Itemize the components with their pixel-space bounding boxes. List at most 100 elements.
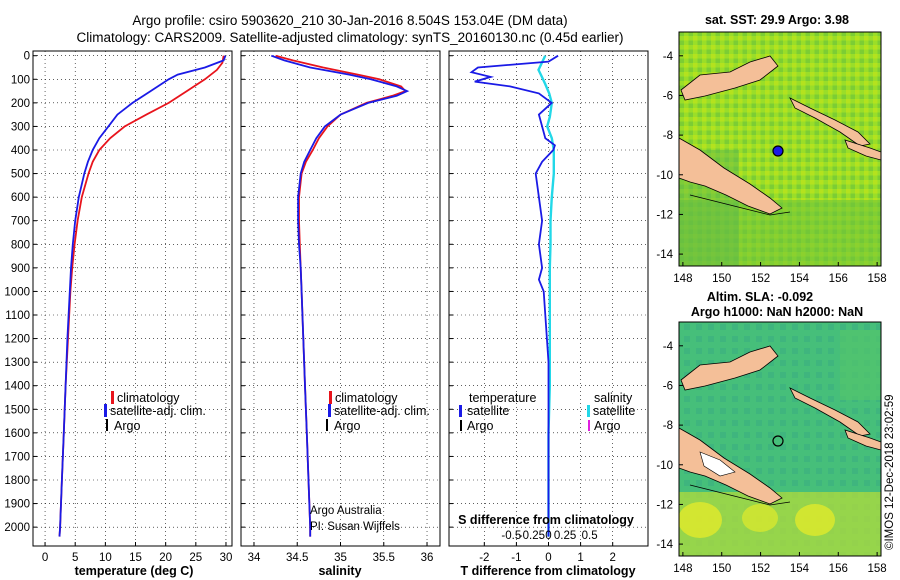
legend-heading-salinity: salinity xyxy=(594,391,633,405)
depth-tick-label: 1200 xyxy=(4,334,30,346)
map-y-tick-label: -4 xyxy=(663,51,674,63)
x-tick-label: 0 xyxy=(545,552,551,564)
legend-swatch-s-satellite xyxy=(587,405,590,417)
legend-swatch-satellite xyxy=(104,404,107,417)
new-britain-land xyxy=(680,345,779,391)
bougainville-land xyxy=(789,387,871,437)
x-tick-label: 1 xyxy=(577,552,583,564)
sla-map xyxy=(679,322,881,556)
s-axis-title: S difference from climatology xyxy=(458,513,634,527)
map-x-tick-label: 148 xyxy=(673,273,692,285)
shelf-white xyxy=(699,451,736,477)
depth-tick-label: 1100 xyxy=(5,310,30,322)
reef-outline xyxy=(689,484,791,506)
temperature-plot-frame xyxy=(32,50,233,547)
legend-swatch-argo xyxy=(326,419,328,431)
map-y-tick-label: -8 xyxy=(663,420,673,432)
legend-swatch-s-argo xyxy=(588,420,590,431)
series-salinity-satellite xyxy=(270,54,410,537)
depth-tick-label: 0 xyxy=(24,51,30,63)
depth-tick-label: 1600 xyxy=(4,428,30,440)
sla-map-title-1: Altim. SLA: -0.092 xyxy=(707,290,813,304)
depth-tick-label: 1500 xyxy=(4,404,30,416)
sla-map-axes: 148 150 152 154 156 158 -4 -6 -8 -10 -12 -14 xyxy=(656,341,886,575)
x-tick-label: 34 xyxy=(248,552,261,564)
s-tick-label: 0.5 xyxy=(582,530,598,542)
x-tick-label: 2 xyxy=(609,552,615,564)
new-britain-land xyxy=(680,55,779,101)
legend-label-s-argo: Argo xyxy=(594,419,620,433)
difference-legend: temperature satellite Argo salinity sate… xyxy=(459,391,635,433)
x-tick-label: -1 xyxy=(511,552,521,564)
depth-tick-label: 1400 xyxy=(4,381,30,393)
reef-outline xyxy=(689,194,791,216)
map-x-tick-label: 150 xyxy=(712,563,731,575)
map-x-tick-label: 152 xyxy=(751,563,770,575)
depth-tick-label: 1800 xyxy=(4,475,30,487)
legend-swatch-climatology xyxy=(329,391,332,404)
legend-label-argo: Argo xyxy=(334,419,360,433)
legend-swatch-t-argo xyxy=(460,420,462,431)
legend-label-satellite: satellite-adj. clim. xyxy=(334,404,430,418)
solomon-island-land xyxy=(844,429,881,451)
x-tick-label: 0 xyxy=(42,552,48,564)
map-y-tick-label: -6 xyxy=(663,380,673,392)
s-tick-label: 0 xyxy=(545,530,551,542)
x-tick-label: 25 xyxy=(189,552,202,564)
header-line-1: Argo profile: csiro 5903620_210 30-Jan-2… xyxy=(132,13,567,28)
depth-tick-label: 800 xyxy=(11,239,30,251)
depth-axis: 0 100 200 300 400 500 600 700 800 900 1000 1100 1200… xyxy=(4,51,453,534)
x-tick-label: 10 xyxy=(99,552,112,564)
sst-map-title: sat. SST: 29.9 Argo: 3.98 xyxy=(705,13,849,27)
series-temperature-climatology xyxy=(58,55,225,537)
salinity-legend: climatology satellite-adj. clim. Argo xyxy=(326,391,430,433)
map-y-tick-label: -6 xyxy=(663,90,673,102)
temperature-xlabel: temperature (deg C) xyxy=(75,564,194,578)
x-tick-label: -2 xyxy=(479,552,489,564)
legend-label-climatology: climatology xyxy=(117,391,180,405)
depth-tick-label: 1900 xyxy=(4,499,30,511)
depth-tick-label: 200 xyxy=(11,98,30,110)
depth-tick-label: 100 xyxy=(11,74,30,86)
depth-tick-label: 1700 xyxy=(4,451,30,463)
legend-swatch-t-satellite xyxy=(459,405,462,417)
new-guinea-land xyxy=(679,427,783,505)
credit-line-2: PI: Susan Wijffels xyxy=(310,521,400,533)
series-s-difference-satellite xyxy=(537,55,555,537)
map-y-tick-label: -14 xyxy=(656,539,673,551)
credit-line-1: Argo Australia xyxy=(310,505,382,517)
x-tick-label: 30 xyxy=(220,552,233,564)
legend-label-s-satellite: satellite xyxy=(593,404,635,418)
legend-label-t-satellite: satellite xyxy=(467,404,509,418)
s-tick-label: -0.25 xyxy=(519,530,545,542)
map-x-tick-label: 154 xyxy=(790,273,810,285)
imos-stamp: ©IMOS 12-Dec-2018 23:02:59 xyxy=(884,394,896,550)
x-axes: 0 5 10 15 20 25 30 34 34.5 35 35.5 36 -2 -1 0 1 2 xyxy=(42,542,616,564)
legend-swatch-argo xyxy=(106,419,108,431)
sst-map-axes: 148 150 152 154 156 158 -4 -6 -8 -10 -12 -14 xyxy=(656,51,886,285)
depth-tick-label: 500 xyxy=(11,169,30,181)
depth-tick-label: 700 xyxy=(11,216,30,228)
legend-label-t-argo: Argo xyxy=(467,419,493,433)
map-y-tick-label: -8 xyxy=(663,130,673,142)
map-x-tick-label: 156 xyxy=(829,563,848,575)
x-tick-label: 15 xyxy=(129,552,142,564)
legend-label-satellite: satellite-adj. clim. xyxy=(110,404,206,418)
legend-swatch-satellite xyxy=(328,404,331,417)
map-x-tick-label: 150 xyxy=(712,273,731,285)
map-y-tick-label: -10 xyxy=(656,460,673,472)
legend-swatch-climatology xyxy=(111,391,114,404)
map-x-tick-label: 156 xyxy=(829,273,848,285)
map-x-tick-label: 158 xyxy=(868,273,887,285)
x-tick-label: 36 xyxy=(421,552,434,564)
map-y-tick-label: -4 xyxy=(663,341,674,353)
sla-high-3 xyxy=(795,504,835,536)
sla-high-1 xyxy=(679,502,722,538)
series-layer xyxy=(58,54,559,537)
x-tick-label: 35 xyxy=(334,552,347,564)
sla-high-2 xyxy=(742,504,778,532)
sst-map-frame xyxy=(678,31,882,267)
s-axis: -0.5-0.25 0 0.25 0.5 xyxy=(501,530,597,542)
map-y-tick-label: -12 xyxy=(656,209,673,221)
